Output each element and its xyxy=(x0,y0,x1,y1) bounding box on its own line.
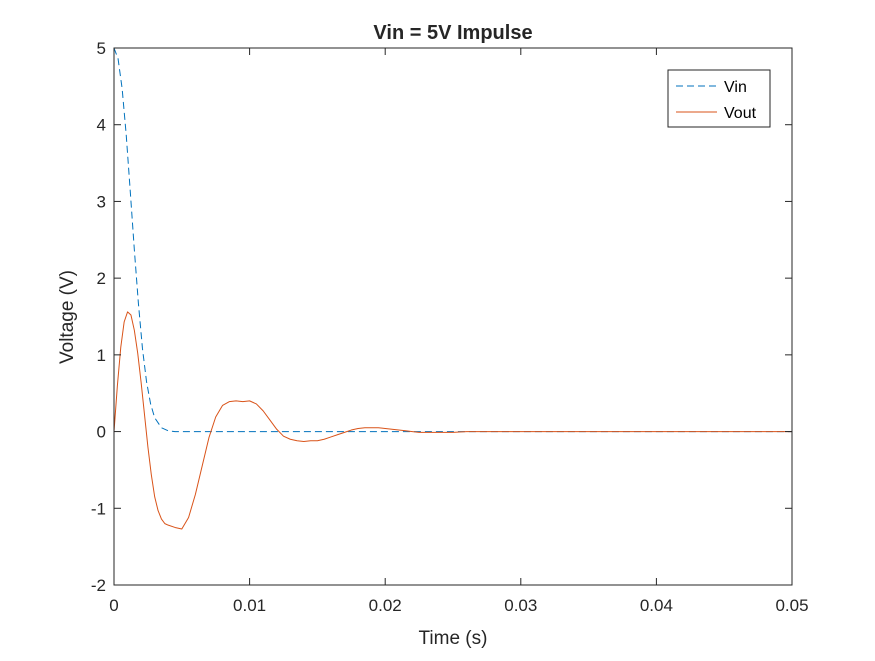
legend-label-vin: Vin xyxy=(724,79,747,96)
x-tick-label: 0.02 xyxy=(369,596,402,615)
x-tick-label: 0.01 xyxy=(233,596,266,615)
x-tick-label: 0.04 xyxy=(640,596,673,615)
y-tick-label: 4 xyxy=(97,116,106,135)
y-axis-label: Voltage (V) xyxy=(57,270,78,364)
y-tick-label: -1 xyxy=(91,499,106,518)
legend: Vin Vout xyxy=(667,69,771,128)
y-tick-label: 0 xyxy=(97,423,106,442)
axes-box xyxy=(113,47,793,586)
series-line-vout xyxy=(113,311,792,530)
series-line-vin xyxy=(113,47,792,433)
y-tick-label: 2 xyxy=(97,269,106,288)
data-layer xyxy=(113,47,792,530)
y-tick-label: 1 xyxy=(97,346,106,365)
x-tick-label: 0.05 xyxy=(775,596,808,615)
y-tick-label: -2 xyxy=(91,576,106,595)
chart-title: Vin = 5V Impulse xyxy=(373,22,532,44)
tick-layer: 0 0.01 0.02 0.03 0.04 0.05 -2 -1 0 1 2 3 4 5 xyxy=(91,39,809,615)
x-tick-label: 0 xyxy=(109,596,118,615)
plot-area xyxy=(114,48,792,585)
y-tick-label: 5 xyxy=(97,39,106,58)
x-axis-label: Time (s) xyxy=(419,628,488,649)
x-tick-label: 0.03 xyxy=(504,596,537,615)
legend-box xyxy=(667,69,771,128)
legend-label-vout: Vout xyxy=(724,105,757,122)
y-tick-label: 3 xyxy=(97,192,106,211)
